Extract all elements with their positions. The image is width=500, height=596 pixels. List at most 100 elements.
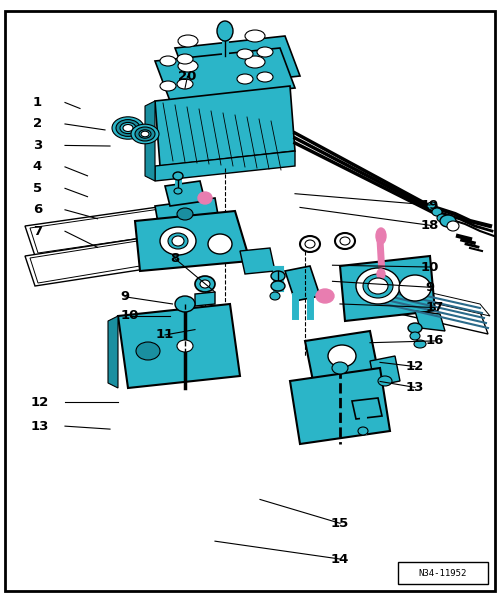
Text: 4: 4 bbox=[33, 160, 42, 173]
Ellipse shape bbox=[208, 234, 232, 254]
Ellipse shape bbox=[168, 233, 188, 249]
Ellipse shape bbox=[257, 47, 273, 57]
Ellipse shape bbox=[305, 240, 315, 248]
Text: 19: 19 bbox=[421, 198, 439, 212]
Text: 9: 9 bbox=[426, 281, 434, 294]
Ellipse shape bbox=[368, 278, 388, 294]
Ellipse shape bbox=[363, 274, 393, 298]
Ellipse shape bbox=[427, 202, 437, 210]
Text: 17: 17 bbox=[426, 301, 444, 314]
Ellipse shape bbox=[160, 56, 176, 66]
Text: 11: 11 bbox=[156, 328, 174, 342]
Polygon shape bbox=[355, 278, 488, 334]
Text: 10: 10 bbox=[121, 309, 139, 322]
Polygon shape bbox=[108, 316, 118, 388]
Polygon shape bbox=[340, 256, 435, 321]
Text: 18: 18 bbox=[421, 219, 439, 232]
Ellipse shape bbox=[139, 130, 151, 138]
Ellipse shape bbox=[200, 280, 210, 288]
Ellipse shape bbox=[160, 227, 196, 255]
Text: 1: 1 bbox=[33, 96, 42, 109]
Ellipse shape bbox=[172, 236, 184, 246]
Ellipse shape bbox=[332, 362, 348, 374]
Ellipse shape bbox=[178, 60, 198, 72]
Ellipse shape bbox=[120, 122, 136, 134]
Ellipse shape bbox=[447, 221, 459, 231]
Ellipse shape bbox=[177, 208, 193, 220]
Ellipse shape bbox=[245, 56, 265, 68]
Ellipse shape bbox=[399, 275, 431, 301]
Text: 3: 3 bbox=[33, 139, 42, 152]
Polygon shape bbox=[415, 311, 445, 331]
Polygon shape bbox=[358, 276, 490, 316]
Ellipse shape bbox=[174, 188, 182, 194]
Ellipse shape bbox=[136, 342, 160, 360]
Polygon shape bbox=[155, 86, 295, 166]
Ellipse shape bbox=[131, 124, 159, 144]
Text: 7: 7 bbox=[33, 225, 42, 238]
Ellipse shape bbox=[356, 268, 400, 304]
Ellipse shape bbox=[340, 237, 350, 245]
Ellipse shape bbox=[123, 125, 133, 132]
Polygon shape bbox=[285, 266, 320, 301]
Text: 10: 10 bbox=[421, 260, 439, 274]
Ellipse shape bbox=[217, 21, 233, 41]
Ellipse shape bbox=[198, 192, 212, 204]
Ellipse shape bbox=[440, 215, 456, 227]
Ellipse shape bbox=[160, 81, 176, 91]
Ellipse shape bbox=[195, 276, 215, 292]
Ellipse shape bbox=[257, 72, 273, 82]
Ellipse shape bbox=[116, 120, 140, 136]
Ellipse shape bbox=[177, 79, 193, 89]
Polygon shape bbox=[165, 181, 205, 206]
Text: 12: 12 bbox=[31, 396, 49, 409]
Ellipse shape bbox=[270, 292, 280, 300]
Polygon shape bbox=[352, 398, 382, 419]
Ellipse shape bbox=[177, 340, 193, 352]
Text: 2: 2 bbox=[33, 117, 42, 131]
Ellipse shape bbox=[437, 214, 447, 222]
Ellipse shape bbox=[141, 131, 149, 137]
Ellipse shape bbox=[135, 127, 155, 141]
Ellipse shape bbox=[410, 332, 420, 340]
Text: 5: 5 bbox=[33, 182, 42, 195]
Ellipse shape bbox=[377, 269, 385, 279]
Polygon shape bbox=[145, 101, 155, 181]
Ellipse shape bbox=[245, 30, 265, 42]
Polygon shape bbox=[25, 206, 175, 256]
Ellipse shape bbox=[178, 35, 198, 47]
Ellipse shape bbox=[237, 49, 253, 59]
Ellipse shape bbox=[175, 296, 195, 312]
Ellipse shape bbox=[237, 74, 253, 84]
Ellipse shape bbox=[414, 340, 426, 348]
Polygon shape bbox=[155, 198, 220, 234]
Polygon shape bbox=[370, 356, 400, 386]
Polygon shape bbox=[30, 239, 158, 283]
Polygon shape bbox=[25, 236, 165, 286]
Text: 8: 8 bbox=[170, 252, 179, 265]
Text: 12: 12 bbox=[406, 360, 424, 373]
Polygon shape bbox=[240, 248, 275, 274]
Ellipse shape bbox=[432, 208, 442, 216]
Text: 16: 16 bbox=[426, 334, 444, 347]
Ellipse shape bbox=[173, 172, 183, 180]
Polygon shape bbox=[155, 151, 295, 181]
Text: 20: 20 bbox=[178, 70, 196, 83]
Ellipse shape bbox=[358, 427, 368, 435]
Text: 13: 13 bbox=[31, 420, 49, 433]
Polygon shape bbox=[135, 211, 250, 271]
Ellipse shape bbox=[316, 289, 334, 303]
Text: 6: 6 bbox=[33, 203, 42, 216]
Ellipse shape bbox=[378, 376, 392, 386]
Ellipse shape bbox=[408, 323, 422, 333]
Polygon shape bbox=[195, 292, 215, 306]
Ellipse shape bbox=[112, 117, 144, 139]
Polygon shape bbox=[290, 368, 390, 444]
Text: 13: 13 bbox=[406, 381, 424, 394]
Polygon shape bbox=[118, 304, 240, 388]
Text: 9: 9 bbox=[120, 290, 130, 303]
Polygon shape bbox=[305, 331, 378, 381]
Polygon shape bbox=[175, 36, 300, 88]
Ellipse shape bbox=[328, 345, 356, 367]
Ellipse shape bbox=[177, 54, 193, 64]
